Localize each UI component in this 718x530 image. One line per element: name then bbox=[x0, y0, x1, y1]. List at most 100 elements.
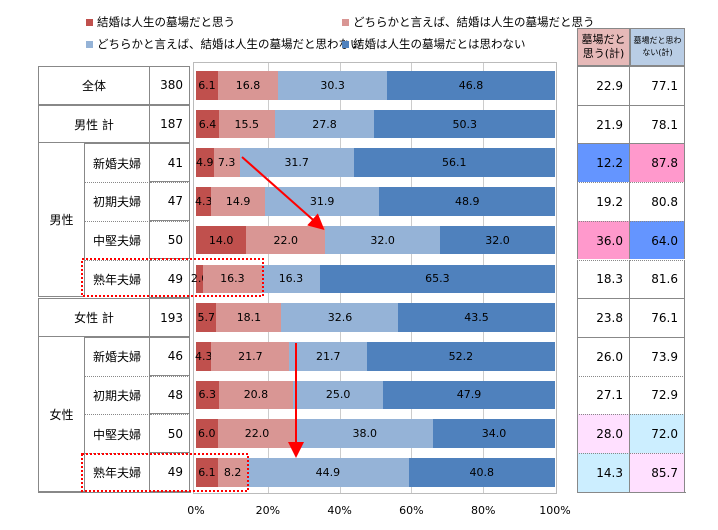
bar-segment: 20.8 bbox=[218, 380, 294, 410]
group-label-male: 男性 bbox=[38, 143, 85, 297]
data-label: 65.3 bbox=[425, 272, 450, 286]
data-label: 4.9 bbox=[196, 156, 214, 170]
legend-label: どちらかと言えば、結婚は人生の墓場だと思う bbox=[353, 15, 595, 29]
data-label: 16.3 bbox=[220, 272, 245, 286]
row-n: 48 bbox=[150, 375, 190, 415]
data-label: 6.1 bbox=[198, 465, 216, 479]
bar-segment: 4.3 bbox=[194, 187, 213, 216]
data-label: 32.0 bbox=[370, 233, 395, 247]
data-label: 21.7 bbox=[238, 349, 263, 363]
row-yes-total: 26.0 bbox=[577, 336, 630, 376]
row-n: 41 bbox=[150, 143, 190, 183]
row-no-total: 64.0 bbox=[630, 220, 685, 260]
bar-segment: 25.0 bbox=[293, 380, 384, 410]
row-yes-total: 22.9 bbox=[577, 66, 630, 105]
data-label: 8.2 bbox=[223, 465, 242, 479]
data-label: 56.1 bbox=[442, 156, 467, 170]
row-n: 380 bbox=[150, 66, 190, 105]
row-label: 初期夫婦 bbox=[85, 375, 150, 415]
legend-item-2: どちらかと言えば、結婚は人生の墓場だと思う bbox=[342, 14, 595, 30]
legend-swatch bbox=[86, 40, 93, 48]
bar-segment: 34.0 bbox=[432, 419, 555, 448]
bar-segment: 44.9 bbox=[247, 458, 409, 487]
bar-segment: 22.0 bbox=[217, 419, 297, 448]
row-n: 47 bbox=[150, 182, 190, 221]
data-label: 6.3 bbox=[198, 388, 217, 402]
x-tick-label: 40% bbox=[327, 504, 352, 517]
highlight-box-female-senior bbox=[81, 453, 249, 492]
bar-segment: 6.1 bbox=[196, 458, 218, 487]
data-label: 48.9 bbox=[454, 194, 480, 208]
bar-segment: 32.0 bbox=[325, 225, 441, 255]
bar-segment: 21.7 bbox=[211, 341, 290, 371]
bar-segment: 48.9 bbox=[379, 187, 555, 216]
legend-item-1: 結婚は人生の墓場だと思う bbox=[86, 14, 235, 30]
data-label: 15.5 bbox=[234, 117, 260, 131]
bar-segment: 47.9 bbox=[383, 380, 555, 410]
data-label: 27.8 bbox=[312, 117, 337, 131]
legend-swatch bbox=[342, 18, 349, 26]
row-no-total: 77.1 bbox=[630, 66, 685, 105]
bar-segment: 8.2 bbox=[217, 458, 248, 487]
data-label: 18.1 bbox=[236, 311, 262, 325]
data-label: 50.3 bbox=[452, 117, 477, 131]
row-label: 男性 計 bbox=[38, 104, 150, 144]
row-yes-total: 21.9 bbox=[577, 104, 630, 144]
bar-segment: 6.4 bbox=[196, 109, 219, 139]
bar-segment: 27.8 bbox=[274, 109, 375, 139]
data-label: 14.0 bbox=[208, 233, 234, 247]
bar-segment: 32.0 bbox=[440, 225, 555, 255]
bar-segment: 52.2 bbox=[367, 341, 555, 371]
row-yes-total: 36.0 bbox=[577, 220, 630, 260]
header-no-total: 墓場だと思わない(計) bbox=[630, 28, 685, 66]
data-label: 16.8 bbox=[235, 78, 261, 92]
x-tick-label: 0% bbox=[187, 504, 205, 517]
data-label: 44.9 bbox=[315, 465, 341, 479]
data-label: 5.7 bbox=[197, 311, 215, 325]
data-label: 14.9 bbox=[225, 194, 251, 208]
plot-area bbox=[193, 62, 557, 494]
bar-segment: 6.0 bbox=[196, 419, 218, 448]
legend-swatch bbox=[86, 18, 93, 26]
x-tick-label: 20% bbox=[255, 504, 281, 517]
bar-segment: 31.9 bbox=[264, 187, 380, 216]
data-label: 22.0 bbox=[244, 427, 270, 441]
bar-segment: 21.7 bbox=[289, 341, 368, 371]
bar-segment: 6.1 bbox=[196, 71, 218, 100]
data-label: 22.0 bbox=[273, 233, 298, 247]
bar-segment: 15.5 bbox=[218, 109, 275, 139]
data-label: 6.1 bbox=[198, 78, 216, 92]
row-label: 新婚夫婦 bbox=[85, 336, 150, 376]
data-label: 32.6 bbox=[327, 311, 353, 325]
data-label: 47.9 bbox=[456, 388, 482, 402]
x-tick-label: 100% bbox=[539, 504, 571, 517]
bar-segment: 43.5 bbox=[398, 303, 555, 332]
data-label: 4.3 bbox=[194, 194, 213, 208]
row-label: 初期夫婦 bbox=[85, 182, 150, 221]
row-label: 中堅夫婦 bbox=[85, 414, 150, 453]
bar-segment: 5.7 bbox=[196, 303, 217, 332]
row-yes-total: 14.3 bbox=[577, 453, 630, 492]
bar-segment: 16.3 bbox=[261, 264, 321, 294]
bar-segment: 16.3 bbox=[203, 264, 262, 294]
data-label: 31.9 bbox=[309, 194, 335, 208]
row-no-total: 72.9 bbox=[630, 375, 685, 415]
legend-label: 結婚は人生の墓場だとは思わない bbox=[353, 37, 526, 51]
data-label: 4.3 bbox=[194, 349, 213, 363]
bar-segment: 30.3 bbox=[278, 71, 387, 100]
bar-segment: 6.3 bbox=[196, 380, 219, 410]
bar-segment: 14.9 bbox=[211, 187, 265, 216]
bar-segment: 18.1 bbox=[216, 303, 282, 332]
row-no-total: 76.1 bbox=[630, 298, 685, 337]
row-n: 193 bbox=[150, 298, 190, 337]
row-no-total: 81.6 bbox=[630, 259, 685, 299]
row-yes-total: 28.0 bbox=[577, 414, 630, 453]
legend-item-4: 結婚は人生の墓場だとは思わない bbox=[342, 36, 526, 52]
row-yes-total: 12.2 bbox=[577, 143, 630, 183]
data-label: 46.8 bbox=[458, 78, 484, 92]
trend-arrow-male bbox=[241, 156, 325, 230]
bar-segment: 40.8 bbox=[408, 458, 555, 487]
header-yes-total: 墓場だと思う(計) bbox=[577, 28, 630, 66]
